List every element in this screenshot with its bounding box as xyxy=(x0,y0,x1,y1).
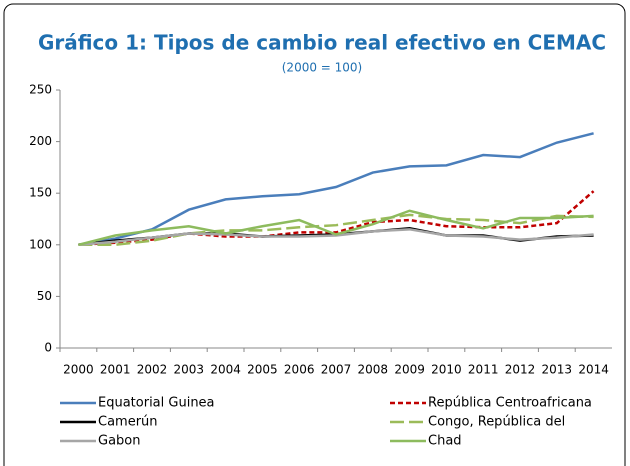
y-tick-label: 250 xyxy=(29,83,52,97)
x-tick-label: 2009 xyxy=(394,363,425,377)
x-tick-label: 2013 xyxy=(542,363,573,377)
legend-label: República Centroafricana xyxy=(428,396,592,411)
y-tick-label: 100 xyxy=(29,237,52,251)
y-tick-label: 150 xyxy=(29,186,52,200)
x-tick-label: 2002 xyxy=(137,363,168,377)
x-tick-label: 2000 xyxy=(63,363,94,377)
x-tick-label: 2007 xyxy=(321,363,352,377)
series-line xyxy=(78,190,595,247)
x-tick-label: 2008 xyxy=(358,363,389,377)
x-tick-label: 2011 xyxy=(468,363,499,377)
y-tick-label: 200 xyxy=(29,134,52,148)
legend-label: Congo, República del xyxy=(428,415,565,430)
series-line xyxy=(78,209,594,247)
x-tick-label: 2005 xyxy=(247,363,278,377)
series-line xyxy=(78,132,594,247)
x-tick-label: 2003 xyxy=(174,363,205,377)
legend-label: Equatorial Guinea xyxy=(98,396,215,411)
x-tick-label: 2014 xyxy=(578,363,609,377)
legend-label: Camerún xyxy=(98,415,158,430)
x-tick-label: 2010 xyxy=(431,363,462,377)
chart-subtitle: (2000 = 100) xyxy=(282,61,363,75)
y-tick-label: 50 xyxy=(37,289,52,303)
legend-label: Chad xyxy=(428,434,462,449)
x-tick-label: 2004 xyxy=(210,363,241,377)
x-tick-label: 2012 xyxy=(505,363,536,377)
x-tick-label: 2001 xyxy=(100,363,131,377)
y-tick-label: 0 xyxy=(44,341,52,355)
legend-label: Gabon xyxy=(98,434,141,449)
chart-title: Gráfico 1: Tipos de cambio real efectivo… xyxy=(38,31,606,55)
x-tick-label: 2006 xyxy=(284,363,315,377)
